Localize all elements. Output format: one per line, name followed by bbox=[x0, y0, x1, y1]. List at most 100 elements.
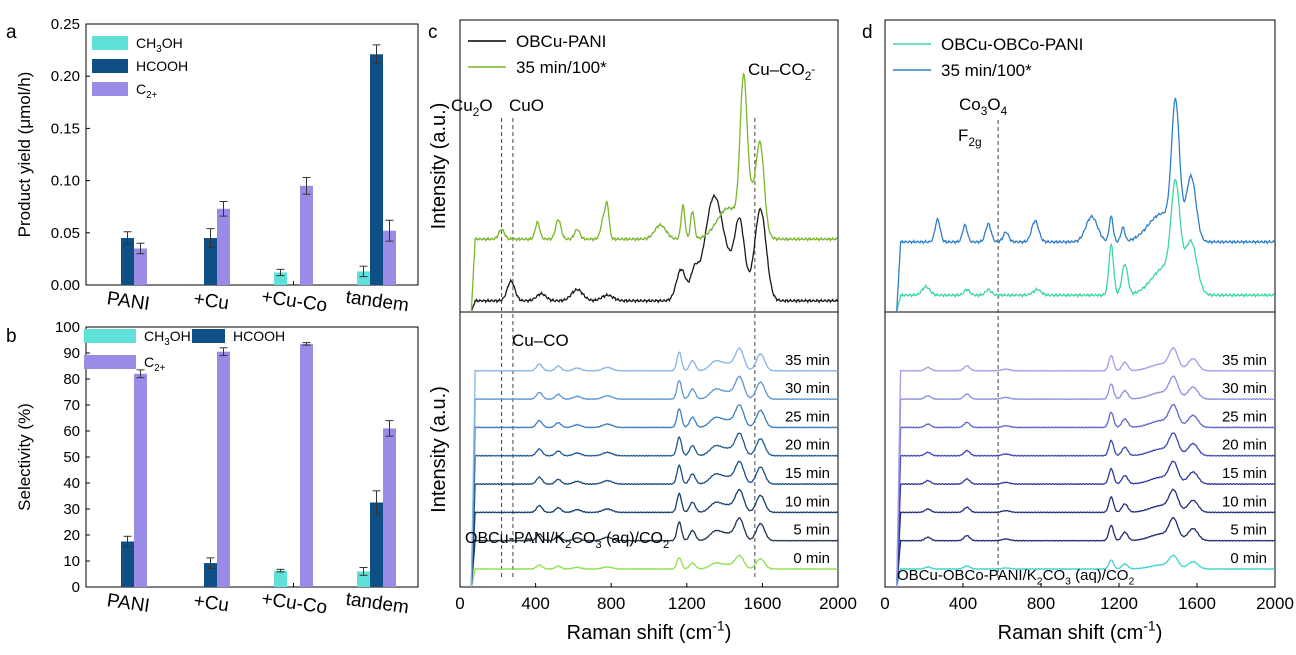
spectrum-time-35-min bbox=[896, 346, 1276, 588]
x-axis-label: Raman shift (cm-1) bbox=[567, 618, 732, 644]
annotation-cu2o: Cu2O bbox=[451, 96, 493, 119]
legend-label: C2+ bbox=[144, 354, 166, 374]
x-tick-label: 400 bbox=[949, 594, 977, 613]
x-tick-label: 800 bbox=[1027, 594, 1055, 613]
x-tick-label: +Cu-Co bbox=[260, 589, 328, 619]
annotation-co3o4-sub: 4 bbox=[1001, 104, 1008, 118]
spectrum-top-0 bbox=[896, 178, 1276, 313]
panel-c-raman-obcu-pani: c 0 400 800 1200 1600 2000 Raman shift (cm-1) In… bbox=[428, 19, 857, 644]
annotation-cu-co2: Cu–CO2- bbox=[748, 60, 815, 83]
x-axis-label-sup: -1 bbox=[712, 618, 725, 634]
y-tick-label: 0 bbox=[72, 579, 80, 596]
legend-label-text: CH bbox=[144, 328, 164, 344]
spectrum-time-15-min bbox=[470, 460, 839, 588]
time-label: 0 min bbox=[1230, 550, 1267, 567]
legend-label-sub: 2+ bbox=[146, 90, 157, 101]
time-label: 30 min bbox=[1222, 380, 1267, 397]
y-tick-label: 0.20 bbox=[51, 68, 80, 85]
legend-label-sub: 3 bbox=[164, 337, 170, 348]
annotation-cu-co2-sub: 2 bbox=[805, 69, 812, 83]
y-axis-label: Selectivity (%) bbox=[15, 403, 34, 511]
y-tick-label: 0.05 bbox=[51, 225, 80, 242]
legend-swatch bbox=[84, 355, 136, 369]
y-tick-label: 0.10 bbox=[51, 173, 80, 190]
sample-label-text: (aq)/CO bbox=[1071, 567, 1129, 584]
legend-label-text: HCOOH bbox=[136, 58, 188, 74]
legend-label: 35 min/100* bbox=[516, 58, 607, 77]
legend-label: HCOOH bbox=[233, 328, 285, 344]
sample-label-sub: 2 bbox=[663, 539, 669, 551]
spectrum-top-1 bbox=[896, 97, 1276, 313]
time-label: 20 min bbox=[785, 437, 830, 454]
x-tick-label: 0 bbox=[880, 594, 889, 613]
spectrum-time-30-min bbox=[896, 375, 1276, 588]
annotation-f2g-sub: 2g bbox=[968, 135, 981, 149]
x-axis-label: Raman shift (cm-1) bbox=[998, 618, 1163, 644]
bar-hcooh bbox=[370, 502, 383, 587]
bar-c2 bbox=[383, 230, 396, 285]
annotation-cu2o-sub: 2 bbox=[473, 105, 480, 119]
legend-label: HCOOH bbox=[136, 58, 188, 74]
time-label: 15 min bbox=[785, 465, 830, 482]
bar-c2 bbox=[300, 343, 313, 587]
y-tick-label: 40 bbox=[63, 475, 80, 492]
x-tick-label: 800 bbox=[597, 594, 625, 613]
x-tick-label: +Cu bbox=[192, 289, 230, 315]
panel-letter: b bbox=[6, 326, 17, 347]
y-tick-label: 0.25 bbox=[51, 16, 80, 33]
annotation-co3o4: Co3O4 bbox=[959, 95, 1008, 118]
legend-label-sub: 3 bbox=[156, 44, 162, 55]
legend-label-text: OH bbox=[162, 35, 183, 51]
sample-label-sub: 2 bbox=[1037, 576, 1043, 588]
y-tick-label: 0.15 bbox=[51, 120, 80, 137]
legend-label-sub: 2+ bbox=[154, 363, 165, 374]
legend-label: OBCu-OBCo-PANI bbox=[941, 35, 1083, 54]
y-tick-label: 50 bbox=[63, 449, 80, 466]
panel-a-yield-chart: a 0.00 0.05 0.10 0.15 0.20 0.25 Product yield (… bbox=[6, 16, 419, 317]
legend-swatch bbox=[84, 329, 136, 343]
legend-label-text: OH bbox=[170, 328, 191, 344]
time-label: 5 min bbox=[1230, 522, 1267, 539]
panel-letter: c bbox=[428, 22, 438, 43]
bar-ch3oh bbox=[357, 271, 370, 285]
annotation-cu-co2-text: Cu–CO bbox=[748, 60, 805, 79]
x-tick-label: 1600 bbox=[1178, 594, 1216, 613]
time-label: 0 min bbox=[793, 550, 830, 567]
y-tick-label: 70 bbox=[63, 397, 80, 414]
spectrum-top-0 bbox=[470, 193, 839, 313]
bar-c2 bbox=[134, 373, 147, 587]
time-label: 5 min bbox=[793, 522, 830, 539]
plot-frame bbox=[85, 23, 419, 286]
bar-c2 bbox=[134, 248, 147, 285]
x-tick-label: 0 bbox=[455, 594, 464, 613]
spectrum-time-0-min bbox=[470, 554, 839, 588]
sample-label-text: CO bbox=[1043, 567, 1066, 584]
legend-label-text: C bbox=[136, 81, 146, 97]
sample-label-sub: 3 bbox=[595, 539, 601, 551]
sample-label: OBCu-PANI/K2CO3 (aq)/CO2 bbox=[465, 530, 669, 551]
x-tick-label: tandem bbox=[344, 589, 410, 619]
y-tick-label: 0.00 bbox=[51, 277, 80, 294]
sample-label: OBCu-OBCo-PANI/K2CO3 (aq)/CO2 bbox=[897, 567, 1134, 588]
sample-label-sub: 2 bbox=[1128, 576, 1134, 588]
time-label: 30 min bbox=[785, 380, 830, 397]
y-tick-label: 20 bbox=[63, 527, 80, 544]
x-tick-label: +Cu bbox=[192, 591, 230, 617]
annotation-cu-co2-sup: - bbox=[811, 62, 815, 76]
time-label: 20 min bbox=[1222, 437, 1267, 454]
spectrum-time-5-min bbox=[470, 517, 839, 588]
x-tick-label: PANI bbox=[106, 288, 151, 315]
legend-label: CH3OH bbox=[144, 328, 191, 348]
plot-frame bbox=[459, 19, 839, 588]
y-axis-label-bottom: Intensity (a.u.) bbox=[428, 386, 450, 513]
legend-label-text: C bbox=[144, 354, 154, 370]
annotation-co3o4-text: O bbox=[987, 95, 1000, 114]
sample-label-text: (aq)/CO bbox=[602, 530, 663, 547]
sample-label-sub: 3 bbox=[1065, 576, 1071, 588]
x-axis-label-text: Raman shift (cm bbox=[998, 622, 1144, 644]
time-label: 35 min bbox=[785, 352, 830, 369]
sample-label-text: OBCu-PANI/K bbox=[465, 530, 566, 547]
x-axis-label-text: Raman shift (cm bbox=[567, 622, 713, 644]
spectrum-time-30-min bbox=[470, 375, 839, 588]
annotation-cu2o-text: O bbox=[479, 96, 492, 115]
